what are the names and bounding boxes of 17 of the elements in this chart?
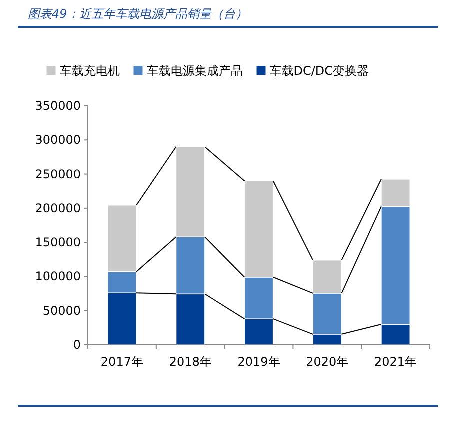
x-tick-label: 2021年 <box>374 355 418 369</box>
x-tick-label: 2017年 <box>100 355 144 369</box>
y-tick-label: 250000 <box>35 167 81 182</box>
y-tick-label: 100000 <box>35 270 81 284</box>
legend-label: 车载电源集成产品 <box>146 64 243 78</box>
x-tick-label: 2019年 <box>238 355 280 369</box>
y-tick-label: 200000 <box>35 201 81 216</box>
y-tick-label: 50000 <box>42 304 81 318</box>
chart-title: 图表49：近五年车载电源产品销量（台） <box>28 7 248 21</box>
y-tick-label: 150000 <box>35 236 81 250</box>
legend-label: 车载充电机 <box>60 64 120 78</box>
x-tick-label: 2018年 <box>169 355 212 369</box>
x-tick-label: 2020年 <box>306 355 349 369</box>
y-tick-label: 300000 <box>35 133 81 148</box>
y-tick-label: 350000 <box>35 99 81 113</box>
legend-label: 车载DC/DC变换器 <box>270 64 370 78</box>
y-tick-label: 0 <box>73 338 81 352</box>
